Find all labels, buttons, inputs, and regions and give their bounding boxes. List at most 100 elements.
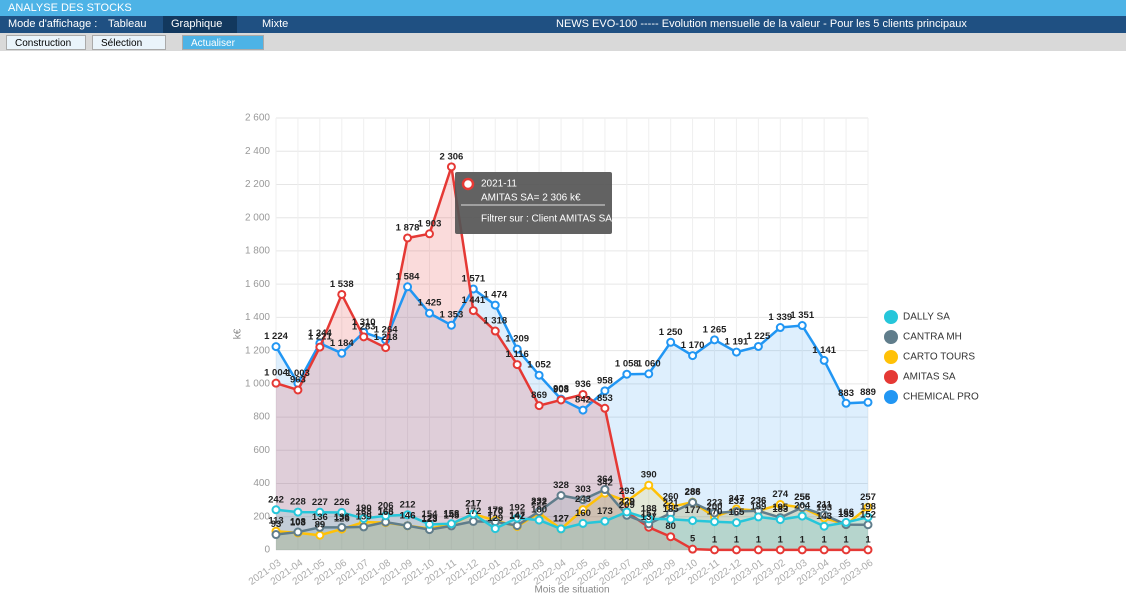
data-label: 256 — [794, 492, 810, 503]
series-line — [275, 508, 869, 531]
legend-label: DALLY SA — [903, 312, 950, 323]
point — [293, 527, 303, 537]
data-label: 232 — [729, 496, 745, 507]
point — [797, 502, 807, 512]
data-label: 193 — [816, 502, 832, 513]
data-label: 183 — [772, 504, 788, 515]
data-label: 328 — [553, 480, 569, 491]
data-label: 180 — [531, 505, 547, 516]
point — [293, 385, 303, 395]
area — [276, 166, 868, 550]
data-label: 958 — [597, 375, 613, 386]
data-label: 158 — [443, 508, 459, 519]
point — [688, 351, 698, 361]
data-label: 1 004 — [264, 368, 288, 379]
point — [863, 397, 873, 407]
point — [446, 519, 456, 529]
button[interactable]: Sélection — [92, 35, 166, 50]
mode-tab[interactable]: Mixte — [262, 18, 289, 30]
data-label: 157 — [641, 508, 657, 519]
point — [468, 516, 478, 526]
data-label: 221 — [663, 498, 680, 509]
point — [337, 522, 347, 532]
data-label: 243 — [575, 494, 591, 505]
point — [710, 545, 720, 555]
data-label: 1 538 — [330, 279, 354, 290]
y-tick-label: 400 — [253, 478, 270, 489]
point — [468, 509, 478, 519]
data-label: 1 — [756, 534, 762, 545]
data-label: 1 441 — [461, 295, 485, 306]
data-label: 217 — [465, 498, 481, 509]
data-label: 853 — [597, 393, 613, 404]
data-label: 211 — [816, 499, 832, 510]
point — [578, 389, 588, 399]
point — [775, 545, 785, 555]
data-label: 260 — [663, 491, 679, 502]
point — [622, 369, 632, 379]
data-label: 190 — [356, 503, 372, 514]
data-label: 5 — [690, 534, 696, 545]
legend-swatch — [884, 310, 898, 324]
point — [797, 545, 807, 555]
y-tick-label: 600 — [253, 445, 270, 456]
point — [731, 347, 741, 357]
point — [359, 513, 369, 523]
point — [468, 306, 478, 316]
point — [337, 507, 347, 517]
point — [337, 289, 347, 299]
data-label: 883 — [838, 388, 854, 399]
point — [710, 508, 720, 518]
data-label: 1 225 — [746, 331, 770, 342]
data-label: 1 141 — [812, 345, 836, 356]
data-label: 286 — [685, 487, 701, 498]
point — [666, 532, 676, 542]
data-label: 242 — [268, 494, 284, 505]
data-label: 1 310 — [352, 317, 376, 328]
point — [424, 229, 434, 239]
button[interactable]: Actualiser (F5) — [182, 35, 264, 64]
point — [403, 521, 413, 531]
data-label: 188 — [641, 503, 657, 514]
point — [556, 395, 566, 405]
point — [688, 544, 698, 554]
point — [753, 512, 763, 522]
point — [359, 332, 369, 342]
data-label: 342 — [597, 478, 613, 489]
data-label: 198 — [860, 502, 876, 513]
tooltip-marker — [461, 177, 475, 191]
data-label: 222 — [531, 498, 547, 509]
y-axis-label: k€ — [233, 328, 244, 339]
point — [424, 519, 434, 529]
point — [753, 545, 763, 555]
y-tick-label: 2 000 — [245, 212, 270, 223]
point — [666, 337, 676, 347]
mode-tab[interactable]: Tableau — [108, 18, 147, 30]
data-label: 1 903 — [418, 218, 442, 229]
point — [600, 386, 610, 396]
point — [534, 370, 544, 380]
point — [841, 517, 851, 527]
data-label: 199 — [750, 501, 766, 512]
point — [381, 343, 391, 353]
data-label: 1 — [734, 534, 740, 545]
button[interactable]: Construction — [6, 35, 86, 50]
point — [446, 320, 456, 330]
point — [271, 342, 281, 352]
point — [797, 321, 807, 331]
mode-tab[interactable]: Graphique — [163, 16, 237, 33]
data-label: 255 — [794, 492, 811, 503]
button-bar: Construction Sélection Actualiser (F5) — [0, 33, 1126, 64]
legend-swatch — [884, 390, 898, 404]
data-label: 172 — [465, 506, 481, 517]
data-label: 139 — [356, 511, 372, 522]
point — [512, 344, 522, 354]
data-label: 126 — [334, 514, 350, 525]
point — [600, 516, 610, 526]
data-label: 177 — [685, 505, 701, 516]
data-label: 364 — [597, 474, 614, 485]
data-label: 142 — [509, 511, 525, 522]
data-label: 168 — [378, 507, 394, 518]
data-label: 889 — [860, 387, 876, 398]
data-label: 903 — [553, 384, 569, 395]
